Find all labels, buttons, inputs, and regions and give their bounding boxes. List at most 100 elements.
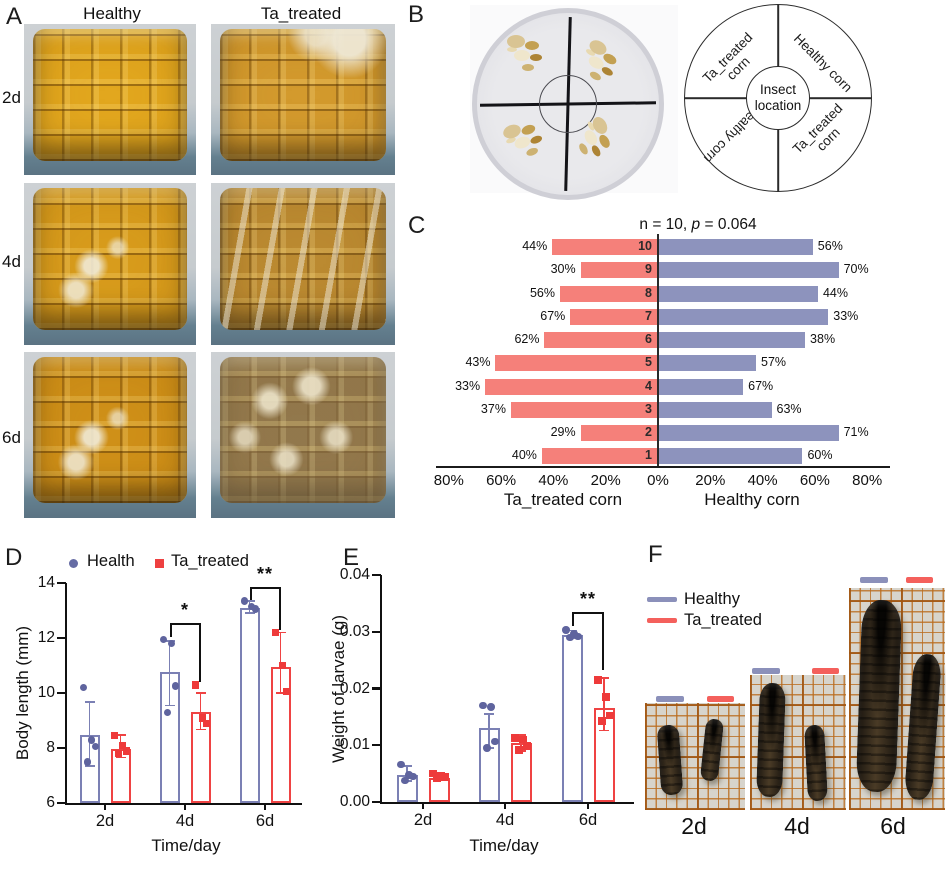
value-label-left-7: 67% (540, 308, 566, 323)
error-cap-bottom (244, 612, 255, 615)
x-tick-label-2d: 2d (95, 812, 115, 830)
larva-photo-label-4d: 4d (784, 813, 810, 839)
point-square (594, 676, 602, 684)
x-tick-label-1: 60% (486, 472, 517, 489)
point-circle (570, 630, 578, 638)
row-number-3: 3 (645, 401, 652, 416)
point-square (118, 741, 127, 749)
value-label-left-8: 56% (529, 285, 555, 300)
point-square (433, 774, 441, 783)
bar-healthy-9 (658, 262, 839, 279)
chart-d-x-axis-label: Time/day (151, 836, 221, 855)
point-square (437, 771, 445, 780)
wheel-center-line1: Insect (759, 82, 797, 98)
x-tick-label-0: 80% (433, 472, 464, 489)
point-circle (483, 744, 491, 752)
point-square (202, 719, 211, 727)
bar-ta-treated-8 (559, 285, 658, 302)
y-tick-4 (372, 573, 381, 577)
error-cap-bottom (275, 692, 286, 694)
dish-center-circle (539, 75, 597, 133)
error-cap-top (84, 701, 95, 703)
kernel-cluster-top-left (507, 35, 525, 48)
legend-health-dot-icon (69, 559, 78, 568)
x-tick-label-2: 40% (538, 472, 569, 489)
x-tick-label-6: 40% (747, 472, 778, 489)
y-tick-label-2: 0.02 (339, 679, 370, 697)
sig-label-6d: ** (256, 564, 273, 585)
larva-photo-6d (849, 588, 945, 810)
panel-a-label: A (6, 3, 23, 30)
point-circle (491, 737, 499, 746)
point-circle (83, 758, 92, 766)
point-circle (171, 682, 180, 690)
point-circle (566, 633, 574, 642)
error-bar-Ta_treated-6d (603, 678, 605, 731)
point-circle (397, 760, 405, 769)
chart-c-title: n = 10, p = 0.064 (639, 216, 756, 234)
panel-d-label: D (5, 544, 23, 571)
larva-marker-healthy-2d (656, 696, 684, 702)
row-number-1: 1 (645, 448, 652, 463)
petri-dish (472, 8, 664, 200)
y-tick-0 (372, 800, 381, 804)
value-label-right-3: 63% (776, 401, 802, 416)
row-number-8: 8 (645, 285, 652, 300)
value-label-right-2: 71% (843, 425, 869, 439)
y-tick-2 (57, 691, 66, 695)
legend-health-label: Health (87, 552, 135, 570)
wheel-center-label: Insect location (746, 66, 810, 130)
bar-ta-treated-1 (541, 448, 658, 465)
x-tick-label-4d: 4d (495, 811, 515, 829)
error-bar-Health-4d (168, 640, 171, 706)
error-bar-Health-2d (88, 701, 91, 766)
error-cap-bottom (599, 729, 609, 732)
point-circle (159, 635, 168, 644)
row-number-4: 4 (645, 378, 652, 393)
error-cap-top (275, 631, 286, 634)
bar-Health-6d (561, 635, 583, 802)
y-tick-label-4: 14 (37, 574, 55, 591)
larva-healthy (756, 682, 786, 798)
point-circle (487, 703, 495, 711)
value-label-right-8: 44% (822, 285, 848, 300)
bar-Health-6d (239, 607, 260, 803)
sig-drop-right (198, 622, 201, 682)
sig-drop-left (572, 611, 574, 627)
y-tick-3 (57, 636, 66, 640)
larva-photo-label-6d: 6d (880, 813, 906, 839)
row-number-9: 9 (645, 262, 652, 277)
value-label-right-5: 57% (761, 355, 787, 370)
bar-healthy-4 (658, 378, 744, 395)
larva-photo-4d (750, 675, 846, 810)
larva-healthy (855, 599, 903, 793)
error-cap-bottom (115, 756, 126, 759)
x-tick-6d (586, 802, 590, 809)
point-circle (87, 736, 96, 744)
point-square (523, 742, 531, 750)
corn-cob (32, 187, 188, 331)
y-tick-label-1: 8 (46, 739, 55, 756)
point-square (511, 734, 519, 742)
x-tick-2d (421, 802, 425, 809)
legend-ta-label: Ta_treated (171, 552, 249, 570)
panel-b-label: B (408, 1, 425, 28)
corn-photo-6d-ta-treated (211, 352, 395, 518)
x-tick-4d (183, 803, 187, 810)
legend-ta-treated-label: Ta_treated (684, 611, 762, 629)
x-tick-label-6d: 6d (578, 811, 598, 829)
y-tick-label-1: 0.01 (339, 736, 370, 754)
x-tick-label-6d: 6d (255, 812, 275, 830)
y-tick-label-2: 10 (37, 684, 55, 701)
bar-ta-treated-6 (544, 332, 658, 348)
larva-marker-ta-2d (707, 696, 734, 702)
chart-d-body-length: 6 8 10 12 14 2d 4d 6d * ** (38, 564, 302, 830)
corn-photo-4d-healthy (24, 183, 196, 345)
point-square (429, 769, 437, 778)
y-tick-0 (57, 801, 66, 805)
value-label-left-9: 30% (550, 262, 576, 277)
y-tick-label-0: 6 (46, 794, 55, 811)
bar-healthy-6 (658, 332, 806, 348)
point-circle (574, 632, 582, 641)
